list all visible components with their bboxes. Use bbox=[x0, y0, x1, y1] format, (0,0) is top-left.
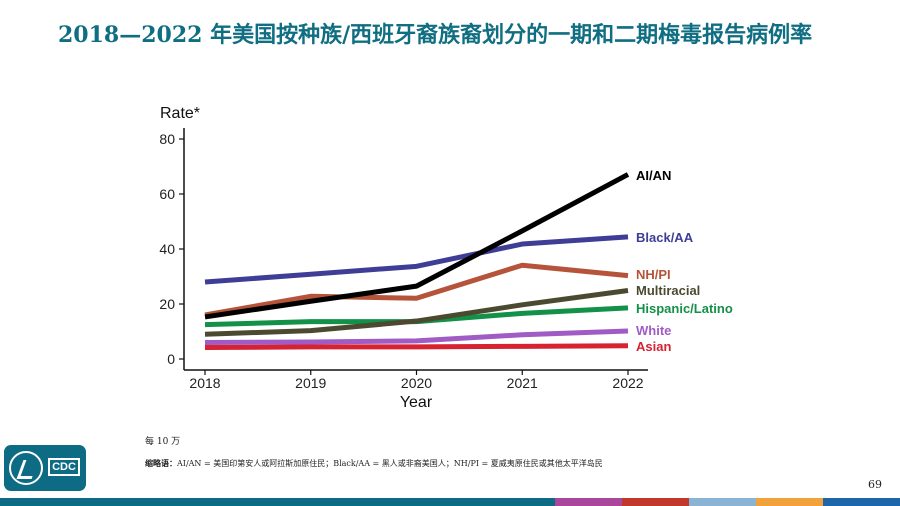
y-tick-label: 20 bbox=[159, 296, 175, 312]
footer-stripe-segment bbox=[689, 498, 756, 506]
y-tick-label: 0 bbox=[167, 351, 175, 367]
page-title: 2018—2022 年美国按种族/西班牙裔族裔划分的一期和二期梅毒报告病例率 bbox=[58, 22, 813, 48]
series-label-black-aa: Black/AA bbox=[636, 230, 694, 245]
series-label-nh-pi: NH/PI bbox=[636, 267, 671, 282]
series-line-ai-an bbox=[204, 172, 630, 320]
abbreviations-label: 缩略语： bbox=[145, 458, 177, 468]
y-tick-label: 80 bbox=[159, 131, 175, 147]
x-tick-label: 2021 bbox=[507, 375, 538, 391]
series-label-hispanic-latino: Hispanic/Latino bbox=[636, 301, 733, 316]
series-line-black-aa bbox=[204, 234, 629, 285]
x-tick-label: 2018 bbox=[189, 375, 220, 391]
y-axis-label: Rate* bbox=[160, 105, 200, 122]
y-tick-label: 60 bbox=[159, 186, 175, 202]
hhs-eagle-icon bbox=[9, 451, 43, 485]
cdc-logo: CDC bbox=[4, 445, 86, 491]
chart-lines bbox=[204, 172, 630, 350]
footer-stripe-segment bbox=[622, 498, 689, 506]
abbreviations-note: 缩略语：AI/AN = 美国印第安人或阿拉斯加原住民；Black/AA = 黑人… bbox=[145, 458, 603, 469]
footer-stripe-segment bbox=[555, 498, 622, 506]
footer-stripe-segment bbox=[823, 498, 900, 506]
y-tick-label: 40 bbox=[159, 241, 175, 257]
series-label-asian: Asian bbox=[636, 339, 671, 354]
cdc-logo-text: CDC bbox=[48, 458, 80, 476]
series-label-ai-an: AI/AN bbox=[636, 168, 671, 183]
abbreviations-text: AI/AN = 美国印第安人或阿拉斯加原住民；Black/AA = 黑人或非裔美… bbox=[177, 459, 603, 468]
page-number: 69 bbox=[868, 478, 882, 491]
x-tick-label: 2019 bbox=[295, 375, 326, 391]
series-label-white: White bbox=[636, 323, 671, 338]
x-tick-label: 2022 bbox=[612, 375, 643, 391]
footer-stripe-segment bbox=[0, 498, 555, 506]
series-line-asian bbox=[204, 343, 629, 350]
series-line-white bbox=[204, 328, 629, 345]
x-axis-label: Year bbox=[400, 394, 433, 411]
chart-axes: 0 20 40 60 80 2018 2019 2020 2021 2022 bbox=[159, 128, 648, 391]
series-line-multiracial bbox=[204, 288, 629, 337]
x-tick-label: 2020 bbox=[401, 375, 432, 391]
series-line-nh-pi bbox=[204, 262, 629, 318]
series-label-multiracial: Multiracial bbox=[636, 283, 700, 298]
rate-footnote: 每 10 万 bbox=[145, 437, 181, 447]
footer-stripe-segment bbox=[756, 498, 823, 506]
